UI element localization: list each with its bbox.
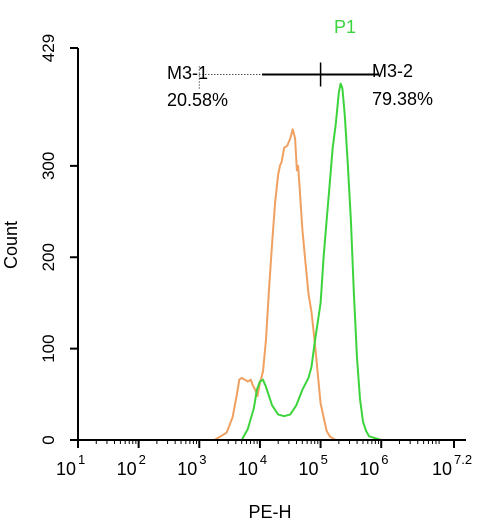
gate-m3-1-percent: 20.58% <box>167 90 228 110</box>
x-tick-label-base: 10 <box>238 459 258 479</box>
y-tick-label: 200 <box>39 243 58 271</box>
x-tick-label-base: 10 <box>117 459 137 479</box>
x-tick-label-exponent: 1 <box>78 452 85 467</box>
x-tick-label-exponent: 6 <box>381 452 388 467</box>
x-tick-label-base: 10 <box>432 459 452 479</box>
y-tick-label: 300 <box>39 152 58 180</box>
y-tick-label: 0 <box>39 435 58 444</box>
x-tick-label-base: 10 <box>56 459 76 479</box>
y-axis-ticks: 0 100 200 300 429 <box>39 34 78 445</box>
x-tick-label-exponent: 4 <box>260 452 267 467</box>
x-tick-label-exponent: 3 <box>199 452 206 467</box>
x-axis-ticks: 10 1 10 2 10 3 10 4 10 5 10 6 10 7.2 <box>56 440 472 479</box>
gate-layer: M3-1 20.58% M3-2 79.38% <box>167 61 433 110</box>
gate-m3-2-percent: 79.38% <box>372 89 433 109</box>
gate-m3-2-label: M3-2 <box>372 61 413 81</box>
gate-m3-1-label: M3-1 <box>167 63 208 83</box>
x-tick-label-exponent: 2 <box>139 452 146 467</box>
x-tick-label-base: 10 <box>299 459 319 479</box>
y-axis-label: Count <box>1 221 21 269</box>
x-minor-ticks <box>95 440 440 444</box>
x-tick-label-base: 10 <box>177 459 197 479</box>
chart-title: P1 <box>334 17 356 37</box>
x-tick-label-base: 10 <box>359 459 379 479</box>
series-layer <box>213 82 388 441</box>
series-line-2 <box>240 82 388 441</box>
x-tick-label-exponent: 7.2 <box>454 452 472 467</box>
series-line-1 <box>213 128 337 441</box>
y-tick-label: 100 <box>39 334 58 362</box>
x-tick-label-exponent: 5 <box>321 452 328 467</box>
x-axis-label: PE-H <box>248 502 291 522</box>
y-tick-label: 429 <box>39 34 58 62</box>
